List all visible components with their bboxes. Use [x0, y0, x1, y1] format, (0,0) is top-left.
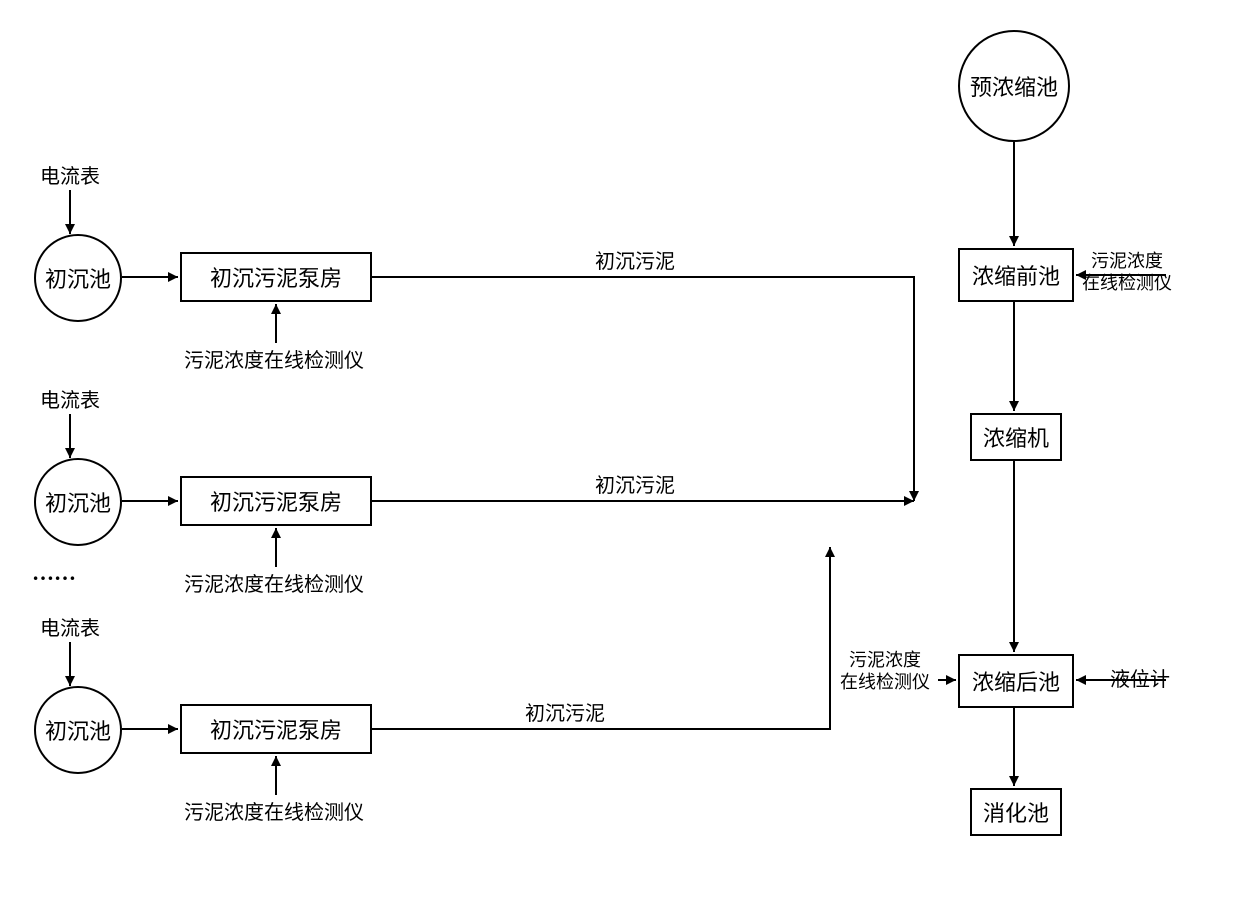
label-text: 初沉污泥: [595, 475, 675, 497]
label-text: 污泥浓度 在线检测仪: [1082, 251, 1172, 293]
label-sludge_right_detector: 污泥浓度 在线检测仪: [1082, 251, 1172, 294]
node-digester: 消化池: [970, 788, 1062, 836]
label-sludge_conc_detector_post: 污泥浓度 在线检测仪: [840, 650, 930, 693]
node-pre_concentrate: 预浓缩池: [958, 30, 1070, 142]
node-sed2: 初沉池: [34, 458, 122, 546]
node-sed1: 初沉池: [34, 234, 122, 322]
label-flow2: 初沉污泥: [595, 474, 675, 498]
node-label: 初沉污泥泵房: [210, 713, 342, 745]
label-text: 污泥浓度在线检测仪: [184, 802, 364, 824]
node-pump3: 初沉污泥泵房: [180, 704, 372, 754]
label-text: 污泥浓度在线检测仪: [184, 350, 364, 372]
label-text: 电流表: [40, 166, 100, 188]
label-detector3: 污泥浓度在线检测仪: [184, 801, 364, 825]
label-text: 初沉污泥: [595, 251, 675, 273]
node-pump1: 初沉污泥泵房: [180, 252, 372, 302]
label-ammeter3: 电流表: [40, 617, 100, 641]
label-text: 污泥浓度在线检测仪: [184, 574, 364, 596]
node-label: 浓缩后池: [972, 665, 1060, 697]
label-dots: ……: [32, 560, 76, 586]
label-ammeter1: 电流表: [40, 165, 100, 189]
node-label: 初沉池: [45, 486, 111, 518]
node-concentrate_pre_tank: 浓缩前池: [958, 248, 1074, 302]
label-ammeter2: 电流表: [40, 389, 100, 413]
node-label: 初沉池: [45, 714, 111, 746]
node-label: 浓缩机: [983, 421, 1049, 453]
label-text: 电流表: [40, 390, 100, 412]
label-detector2: 污泥浓度在线检测仪: [184, 573, 364, 597]
label-text: ……: [32, 560, 76, 585]
label-text: 污泥浓度 在线检测仪: [840, 650, 930, 692]
label-level_gauge: 液位计: [1110, 668, 1170, 692]
node-concentrate_post_tank: 浓缩后池: [958, 654, 1074, 708]
node-label: 初沉池: [45, 262, 111, 294]
arrow-13: [372, 277, 914, 501]
label-flow1: 初沉污泥: [595, 250, 675, 274]
label-text: 液位计: [1110, 669, 1170, 691]
label-flow3: 初沉污泥: [525, 702, 605, 726]
label-text: 电流表: [40, 618, 100, 640]
node-label: 消化池: [983, 796, 1049, 828]
node-label: 浓缩前池: [972, 259, 1060, 291]
node-pump2: 初沉污泥泵房: [180, 476, 372, 526]
node-concentrator: 浓缩机: [970, 413, 1062, 461]
node-label: 初沉污泥泵房: [210, 261, 342, 293]
node-label: 初沉污泥泵房: [210, 485, 342, 517]
label-text: 初沉污泥: [525, 703, 605, 725]
node-sed3: 初沉池: [34, 686, 122, 774]
node-label: 预浓缩池: [970, 70, 1058, 102]
label-detector1: 污泥浓度在线检测仪: [184, 349, 364, 373]
